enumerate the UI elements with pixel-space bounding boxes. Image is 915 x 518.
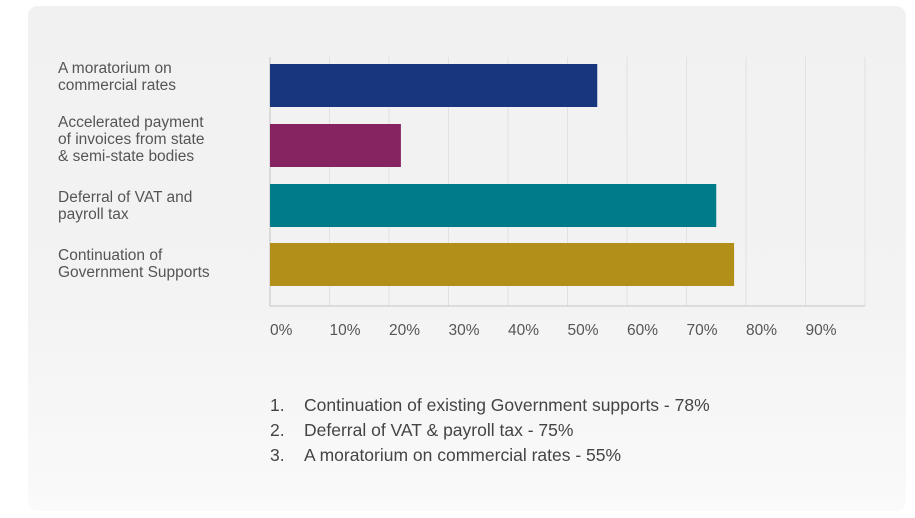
category-label-line: Government Supports	[58, 264, 210, 281]
x-tick-label: 80%	[746, 322, 777, 339]
x-tick-label: 70%	[687, 322, 718, 339]
category-label-line: commercial rates	[58, 77, 176, 94]
category-label-line: Accelerated payment	[58, 114, 204, 131]
x-tick-label: 0%	[270, 322, 293, 339]
ranking-item: 3. A moratorium on commercial rates - 55%	[270, 443, 710, 468]
x-tick-label: 60%	[627, 322, 658, 339]
x-tick-label: 10%	[330, 322, 361, 339]
category-label-line: Continuation of	[58, 247, 163, 264]
bar	[270, 184, 717, 227]
category-label-line: A moratorium on	[58, 60, 172, 77]
x-tick-label: 40%	[508, 322, 539, 339]
bar	[270, 124, 401, 167]
ranking-number: 1.	[270, 395, 285, 415]
ranking-item: 2. Deferral of VAT & payroll tax - 75%	[270, 418, 710, 443]
category-label: Continuation of Government Supports	[58, 247, 263, 281]
x-tick-label: 50%	[568, 322, 599, 339]
ranking-number: 3.	[270, 445, 285, 465]
x-tick-label: 30%	[449, 322, 480, 339]
category-label-line: payroll tax	[58, 206, 129, 223]
x-tick-label: 20%	[389, 322, 420, 339]
bar	[270, 64, 598, 107]
category-label: Accelerated payment of invoices from stat…	[58, 114, 263, 165]
ranking-list: 1. Continuation of existing Government su…	[270, 393, 710, 468]
category-label-line: & semi-state bodies	[58, 148, 195, 165]
category-label-line: of invoices from state	[58, 131, 205, 148]
ranking-number: 2.	[270, 420, 285, 440]
x-tick-label: 90%	[806, 322, 837, 339]
category-label: A moratorium on commercial rates	[58, 60, 263, 94]
category-label: Deferral of VAT and payroll tax	[58, 189, 263, 223]
bar	[270, 243, 735, 286]
ranking-text: Deferral of VAT & payroll tax - 75%	[304, 420, 574, 440]
category-label-line: Deferral of VAT and	[58, 189, 193, 206]
ranking-item: 1. Continuation of existing Government su…	[270, 393, 710, 418]
ranking-text: A moratorium on commercial rates - 55%	[304, 445, 622, 465]
ranking-text: Continuation of existing Government supp…	[304, 395, 710, 415]
